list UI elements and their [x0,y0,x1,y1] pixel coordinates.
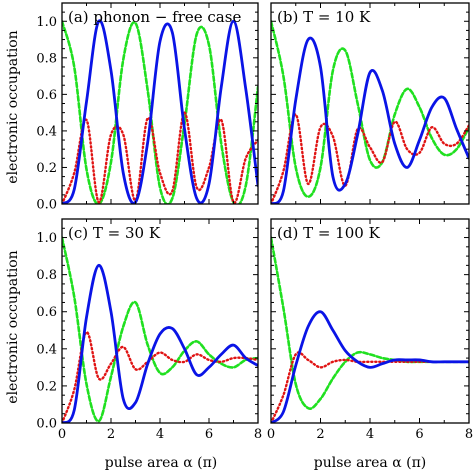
series-group-1 [271,19,469,204]
y-tick-label: 0.0 [36,198,57,213]
y-tick-label: 0.6 [36,88,57,103]
series-line-2-0 [62,263,258,423]
panel-2: 0 2 4 6 8 0.0 0.2 0.4 0.6 0.8 1.0 (c) T = 30 K [36,218,262,442]
x-tick-label: 4 [156,427,164,442]
series-line-1-0 [271,36,469,204]
y-tick-label: 0.8 [36,268,57,283]
y-tick-label: 0.6 [36,305,57,320]
axis-frame-3 [270,218,470,424]
series-group-2 [62,236,258,423]
axis-frame-2 [61,218,259,424]
series-line-1-1 [271,19,469,198]
series-line-3-0 [271,310,469,423]
series-group-3 [271,236,469,423]
y-axis-label-bottom: electronic occupation [5,250,21,403]
x-tick-label: 2 [107,427,115,442]
x-tick-label: 6 [415,427,423,442]
series-line-2-2 [62,330,258,423]
y-tick-label: 0.2 [36,161,57,176]
panels-group: 0.0 0.2 0.4 0.6 0.8 1.0 (a) phonon − free case… [36,2,473,442]
y-tick-label: 0.4 [36,124,57,139]
x-tick-label: 0 [267,427,275,442]
x-tick-label: 0 [58,427,66,442]
y-tick-label: 1.0 [36,15,57,30]
series-line-0-1 [62,19,258,204]
series-line-0-0 [62,19,258,204]
panel-3: 0 2 4 6 8 (d) T = 100 K [267,218,473,442]
panel-1: (b) T = 10 K [270,2,470,205]
y-tick-label: 0.2 [36,379,57,394]
series-line-3-1 [271,236,469,410]
x-axis-label-left: pulse area α (π) [105,455,218,471]
panel-title-2: (c) T = 30 K [68,224,161,242]
panel-0: 0.0 0.2 0.4 0.6 0.8 1.0 (a) phonon − free case [36,2,259,213]
series-line-0-2 [62,111,258,204]
series-line-1-2 [271,113,469,204]
x-tick-label: 2 [316,427,324,442]
axis-frame-1 [270,2,470,205]
panel-title-3: (d) T = 100 K [277,224,381,242]
x-axis-label-right: pulse area α (π) [314,455,427,471]
y-tick-label: 1.0 [36,231,57,246]
y-tick-label: 0.4 [36,342,57,357]
x-tick-label: 8 [465,427,473,442]
x-tick-label: 4 [366,427,374,442]
y-tick-label: 0.0 [36,417,57,432]
series-group-0 [62,19,258,204]
series-line-2-1 [62,236,258,423]
y-tick-label: 0.8 [36,51,57,66]
panel-title-0: (a) phonon − free case [68,8,241,26]
x-tick-label: 8 [254,427,262,442]
y-axis-label-top: electronic occupation [5,30,21,183]
panel-title-1: (b) T = 10 K [277,8,371,26]
x-tick-label: 6 [205,427,213,442]
